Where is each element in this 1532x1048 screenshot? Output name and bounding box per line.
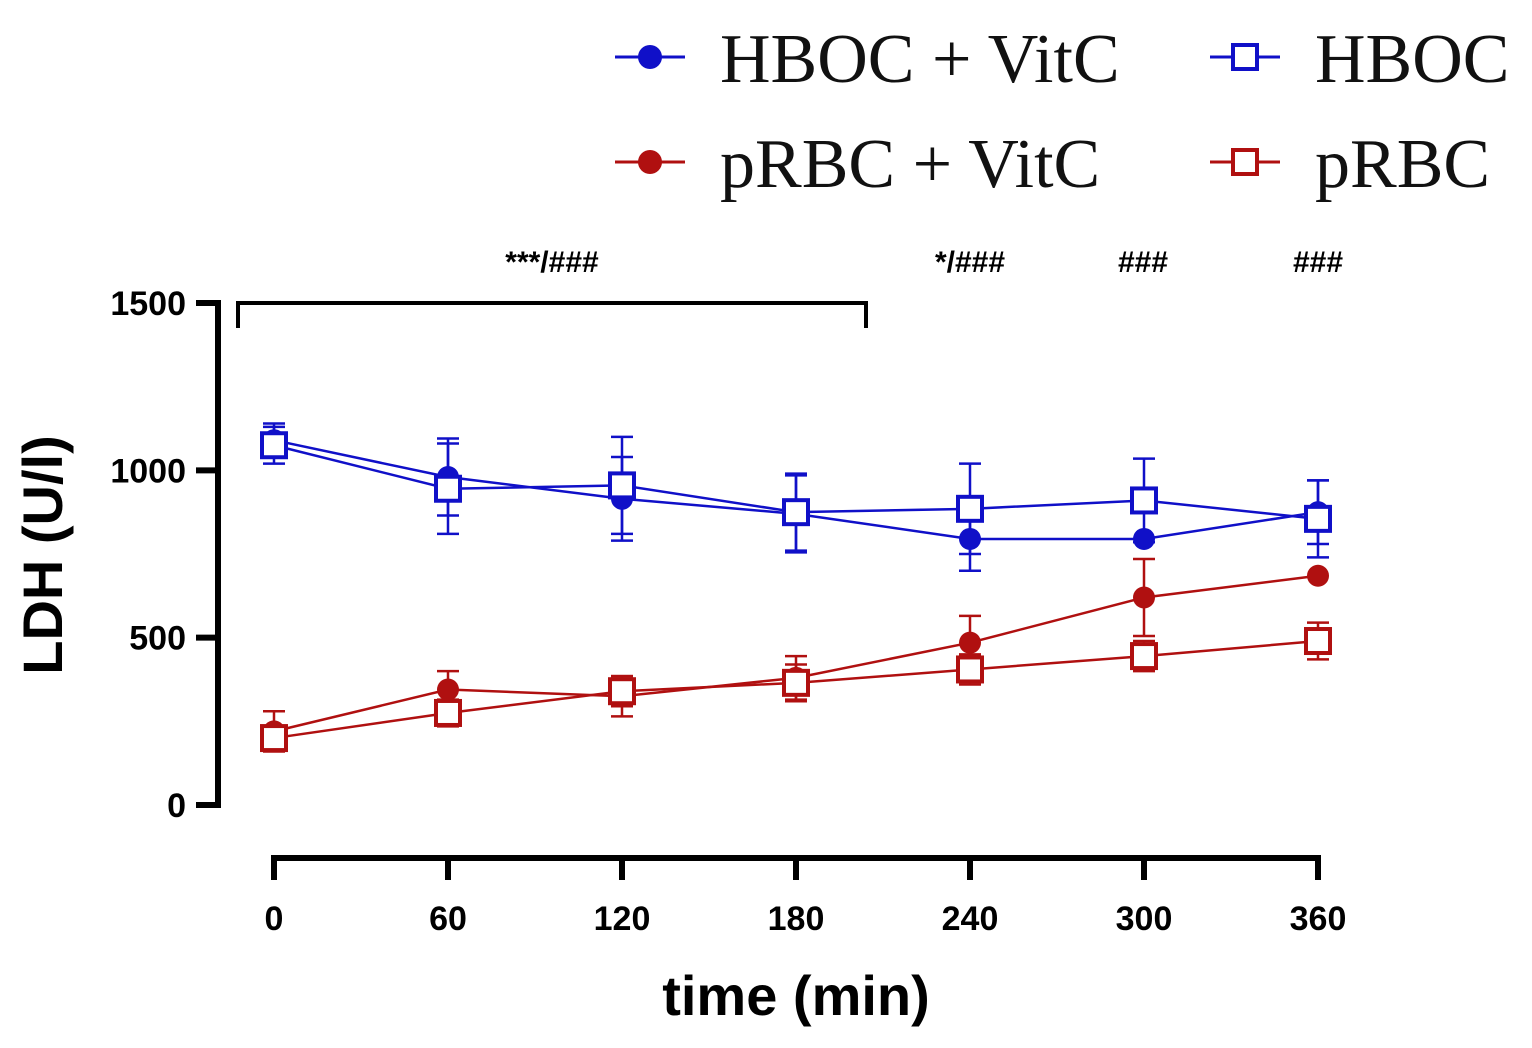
x-tick-label-60: 60 — [429, 900, 467, 938]
point-hboc-300 — [1130, 486, 1158, 515]
point-hboc-360 — [1304, 504, 1332, 533]
y-axis-title: LDH (U/l) — [11, 435, 74, 675]
point-prbc-120 — [608, 677, 636, 706]
annotation-0-180: ***/### — [505, 246, 599, 279]
x-tick-label-240: 240 — [942, 900, 999, 938]
legend-label-prbc: pRBC — [1315, 126, 1490, 203]
x-tick-label-360: 360 — [1290, 900, 1347, 938]
x-tick-label-0: 0 — [265, 900, 284, 938]
legend-label-hboc: HBOC — [1315, 21, 1509, 98]
point-prbc-180 — [782, 668, 810, 697]
plot-area — [260, 422, 1332, 753]
point-prbc-vitc-60 — [437, 678, 459, 701]
point-prbc-60 — [434, 698, 462, 727]
point-hboc-180 — [782, 498, 810, 527]
x-tick-label-300: 300 — [1116, 900, 1173, 938]
point-prbc-0 — [260, 724, 288, 753]
point-prbc-360 — [1304, 627, 1332, 656]
legend-marker-prbc — [1231, 148, 1259, 176]
legend-marker-hboc-vitc — [638, 45, 662, 69]
x-axis-title: time (min) — [662, 964, 930, 1027]
significance-annotations: ***/### */### ### ### — [236, 246, 1343, 328]
legend-label-hboc-vitc: HBOC + VitC — [720, 21, 1120, 98]
y-tick-label-0: 0 — [167, 787, 186, 825]
y-tick-label-1000: 1000 — [110, 452, 186, 490]
x-tick-label-180: 180 — [768, 900, 825, 938]
point-hboc-120 — [608, 471, 636, 500]
legend-marker-hboc — [1231, 43, 1259, 71]
legend-item-hboc-vitc: HBOC + VitC — [615, 21, 1120, 98]
point-prbc-300 — [1130, 642, 1158, 671]
point-prbc-vitc-240 — [959, 631, 981, 654]
point-hboc-240 — [956, 494, 984, 523]
y-axis: 0 500 1000 1500 LDH (U/l) — [11, 285, 221, 825]
legend: HBOC + VitC HBOC pRBC + VitC pRBC — [615, 21, 1509, 203]
point-prbc-vitc-300 — [1133, 586, 1155, 609]
legend-item-prbc: pRBC — [1210, 126, 1490, 203]
annotation-bracket-0-180 — [236, 301, 868, 328]
legend-label-prbc-vitc: pRBC + VitC — [720, 126, 1100, 203]
point-prbc-240 — [956, 655, 984, 684]
x-axis: 0 60 120 180 240 300 360 time (min) — [265, 855, 1347, 1027]
y-tick-label-1500: 1500 — [110, 285, 186, 323]
series-prbc-vitc — [263, 557, 1329, 753]
annotation-360: ### — [1293, 246, 1343, 279]
annotation-240: */### — [935, 246, 1005, 279]
point-hboc-60 — [434, 474, 462, 503]
legend-item-hboc: HBOC — [1210, 21, 1509, 98]
point-hboc-0 — [260, 431, 288, 460]
x-tick-label-120: 120 — [594, 900, 651, 938]
annotation-300: ### — [1118, 246, 1168, 279]
legend-marker-prbc-vitc — [638, 150, 662, 174]
series-prbc — [260, 621, 1332, 753]
point-prbc-vitc-360 — [1307, 564, 1329, 587]
series-hboc — [260, 425, 1332, 559]
y-tick-label-500: 500 — [129, 620, 186, 658]
legend-item-prbc-vitc: pRBC + VitC — [615, 126, 1100, 203]
